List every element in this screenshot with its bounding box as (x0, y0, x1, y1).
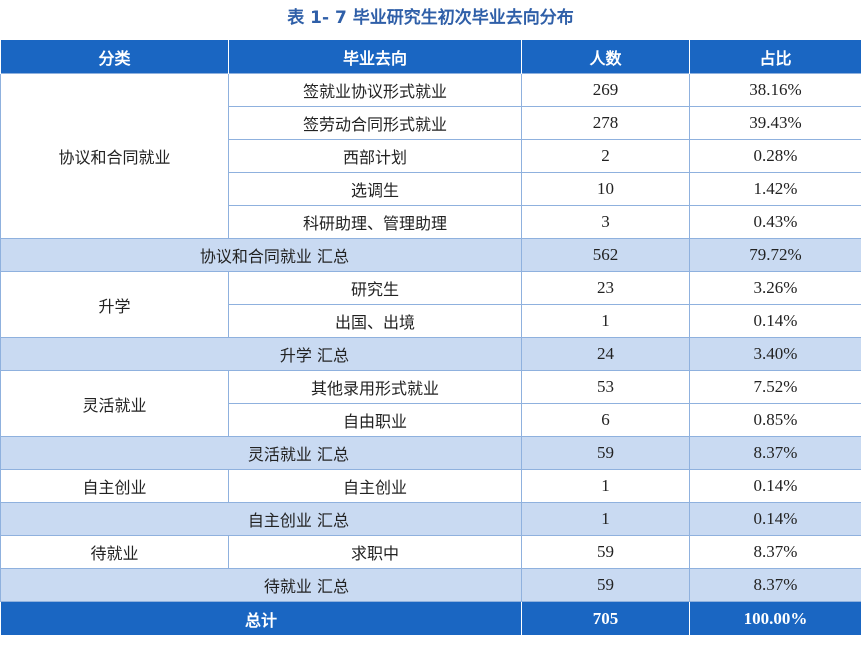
count-cell: 278 (521, 106, 690, 140)
table-row: 待就业 求职中 59 8.37% (0, 535, 861, 569)
category-cell: 待就业 (0, 535, 229, 569)
header-percentage: 占比 (689, 40, 861, 74)
destination-cell: 自主创业 (228, 469, 522, 503)
destination-cell: 选调生 (228, 172, 522, 206)
count-cell: 1 (521, 469, 690, 503)
destination-cell: 签就业协议形式就业 (228, 73, 522, 107)
table-row: 升学 研究生 23 3.26% (0, 271, 861, 338)
subtotal-row: 待就业 汇总 59 8.37% (0, 568, 861, 602)
subtotal-label: 升学 汇总 (0, 337, 522, 371)
table-row: 自由职业 6 0.85% (1, 403, 861, 437)
percentage-cell: 0.14% (689, 469, 861, 503)
percentage-cell: 1.42% (689, 172, 861, 206)
total-label: 总计 (0, 601, 522, 635)
count-cell: 6 (521, 403, 690, 437)
destination-cell: 签劳动合同形式就业 (228, 106, 522, 140)
subtotal-row: 升学 汇总 24 3.40% (0, 337, 861, 371)
percentage-cell: 0.43% (689, 205, 861, 239)
count-cell: 10 (521, 172, 690, 206)
table-row: 灵活就业 其他录用形式就业 53 7.52% (0, 370, 861, 437)
count-cell: 1 (521, 304, 690, 338)
subtotal-count: 562 (521, 238, 690, 272)
destination-cell: 出国、出境 (228, 304, 522, 338)
table-title: 表 1- 7 毕业研究生初次毕业去向分布 (287, 8, 574, 28)
category-cell: 协议和合同就业 (0, 73, 229, 239)
subtotal-label: 灵活就业 汇总 (0, 436, 522, 470)
percentage-cell: 39.43% (689, 106, 861, 140)
subtotal-percentage: 3.40% (689, 337, 861, 371)
count-cell: 269 (521, 73, 690, 107)
table-row: 自主创业 自主创业 1 0.14% (0, 469, 861, 503)
subtotal-percentage: 0.14% (689, 502, 861, 536)
percentage-cell: 7.52% (689, 370, 861, 404)
percentage-cell: 0.14% (689, 304, 861, 338)
destination-cell: 研究生 (228, 271, 522, 305)
percentage-cell: 0.85% (689, 403, 861, 437)
subtotal-row: 协议和合同就业 汇总 562 79.72% (0, 238, 861, 272)
destination-table: 分类 毕业去向 人数 占比 协议和合同就业 签就业协议形式就业 269 38.16% 签… (0, 40, 861, 635)
count-cell: 2 (521, 139, 690, 173)
table-row: 签劳动合同形式就业 278 39.43% (1, 106, 861, 140)
table-row: 科研助理、管理助理 3 0.43% (1, 205, 861, 239)
header-category: 分类 (0, 40, 229, 74)
destination-cell: 其他录用形式就业 (228, 370, 522, 404)
table-row: 协议和合同就业 签就业协议形式就业 269 38.16% (0, 73, 861, 239)
count-cell: 53 (521, 370, 690, 404)
table-row: 选调生 10 1.42% (1, 172, 861, 206)
count-cell: 59 (521, 535, 690, 569)
percentage-cell: 8.37% (689, 535, 861, 569)
subtotal-label: 协议和合同就业 汇总 (0, 238, 522, 272)
destination-cell: 自由职业 (228, 403, 522, 437)
category-cell: 灵活就业 (0, 370, 229, 437)
subtotal-label: 自主创业 汇总 (0, 502, 522, 536)
total-count: 705 (521, 601, 690, 635)
subtotal-percentage: 79.72% (689, 238, 861, 272)
destination-cell: 科研助理、管理助理 (228, 205, 522, 239)
category-cell: 升学 (0, 271, 229, 338)
total-percentage: 100.00% (689, 601, 861, 635)
subtotal-label: 待就业 汇总 (0, 568, 522, 602)
header-count: 人数 (521, 40, 690, 74)
percentage-cell: 0.28% (689, 139, 861, 173)
subtotal-count: 59 (521, 568, 690, 602)
subtotal-row: 自主创业 汇总 1 0.14% (0, 502, 861, 536)
percentage-cell: 3.26% (689, 271, 861, 305)
subtotal-count: 24 (521, 337, 690, 371)
total-row: 总计 705 100.00% (0, 601, 861, 635)
subtotal-row: 灵活就业 汇总 59 8.37% (0, 436, 861, 470)
table-row: 西部计划 2 0.28% (1, 139, 861, 173)
destination-cell: 西部计划 (228, 139, 522, 173)
category-cell: 自主创业 (0, 469, 229, 503)
subtotal-percentage: 8.37% (689, 568, 861, 602)
subtotal-count: 59 (521, 436, 690, 470)
count-cell: 3 (521, 205, 690, 239)
subtotal-count: 1 (521, 502, 690, 536)
header-row: 分类 毕业去向 人数 占比 (0, 40, 861, 74)
subtotal-percentage: 8.37% (689, 436, 861, 470)
header-destination: 毕业去向 (228, 40, 522, 74)
percentage-cell: 38.16% (689, 73, 861, 107)
destination-cell: 求职中 (228, 535, 522, 569)
count-cell: 23 (521, 271, 690, 305)
table-body: 协议和合同就业 签就业协议形式就业 269 38.16% 签劳动合同形式就业 278 39.… (0, 73, 861, 635)
